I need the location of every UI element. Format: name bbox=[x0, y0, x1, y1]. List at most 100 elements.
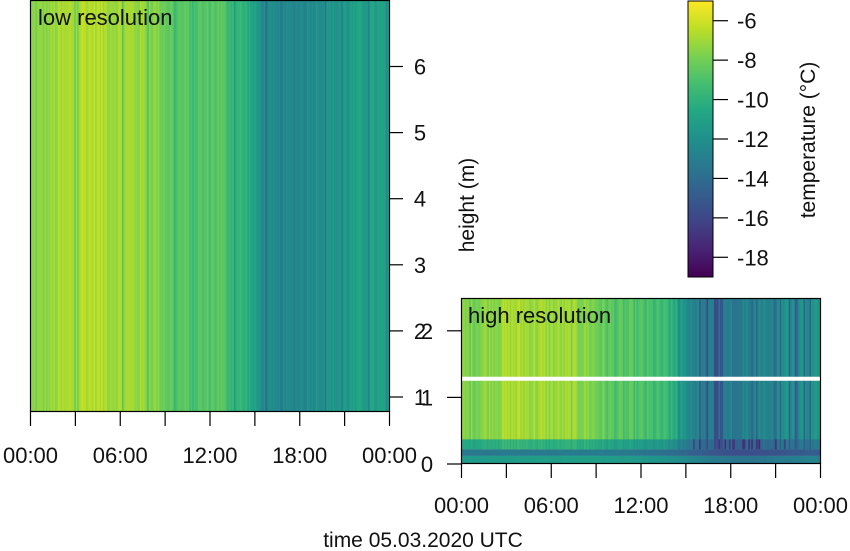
heatmap-cell bbox=[766, 299, 769, 450]
heatmap-cell bbox=[578, 439, 581, 450]
x-tick-label: 18:00 bbox=[703, 493, 758, 518]
heatmap-cell bbox=[587, 439, 590, 450]
heatmap-cell bbox=[618, 299, 621, 450]
heatmap-cell bbox=[339, 1, 342, 411]
high-resolution-heatmap bbox=[462, 299, 821, 463]
heatmap-cell bbox=[760, 455, 763, 463]
heatmap-cell bbox=[497, 439, 500, 450]
heatmap-cell bbox=[281, 1, 284, 411]
heatmap-cell bbox=[708, 449, 711, 456]
heatmap-cell bbox=[548, 449, 551, 456]
heatmap-cell bbox=[612, 299, 615, 450]
heatmap-cell bbox=[748, 439, 751, 450]
heatmap-cell bbox=[742, 439, 745, 450]
heatmap-cell bbox=[815, 299, 818, 450]
heatmap-cell bbox=[584, 439, 587, 450]
heatmap-cell bbox=[708, 455, 711, 463]
heatmap-cell bbox=[803, 299, 806, 450]
heatmap-cell bbox=[469, 299, 472, 450]
heatmap-cell bbox=[354, 1, 357, 411]
heatmap-cell bbox=[639, 299, 642, 450]
heatmap-cell bbox=[721, 449, 724, 456]
heatmap-cell bbox=[694, 439, 697, 450]
heatmap-cell bbox=[799, 449, 802, 456]
heatmap-cell bbox=[126, 1, 129, 411]
heatmap-cell bbox=[512, 449, 515, 456]
heatmap-cell bbox=[594, 455, 597, 463]
heatmap-cell bbox=[545, 299, 548, 450]
heatmap-cell bbox=[635, 449, 637, 456]
heatmap-cell bbox=[178, 1, 181, 411]
heatmap-cell bbox=[77, 1, 80, 411]
heatmap-cell bbox=[790, 455, 793, 463]
heatmap-cell bbox=[491, 299, 494, 450]
heatmap-cell bbox=[624, 439, 627, 450]
heatmap-cell bbox=[790, 449, 793, 456]
heatmap-cell bbox=[717, 455, 719, 463]
heatmap-cell bbox=[703, 439, 706, 450]
heatmap-cell bbox=[734, 449, 737, 456]
heatmap-cell bbox=[569, 439, 572, 450]
colorbar-tick-label: -12 bbox=[737, 127, 769, 152]
heatmap-cell bbox=[485, 449, 488, 456]
heatmap-cell bbox=[802, 455, 804, 463]
heatmap-cell bbox=[33, 1, 36, 411]
heatmap-cell bbox=[366, 1, 369, 411]
heatmap-cell bbox=[593, 299, 596, 450]
heatmap-cell bbox=[242, 1, 245, 411]
heatmap-cell bbox=[233, 1, 236, 411]
heatmap-cell bbox=[512, 455, 515, 463]
heatmap-cell bbox=[514, 455, 517, 463]
heatmap-cell bbox=[746, 455, 749, 463]
heatmap-cell bbox=[646, 299, 649, 450]
heatmap-cell bbox=[730, 299, 733, 450]
heatmap-cell bbox=[462, 439, 464, 450]
heatmap-cell bbox=[472, 449, 475, 456]
heatmap-cell bbox=[600, 449, 603, 456]
heatmap-cell bbox=[717, 449, 719, 456]
heatmap-cell bbox=[330, 1, 333, 411]
heatmap-cell bbox=[782, 455, 785, 463]
heatmap-cell bbox=[675, 299, 678, 450]
heatmap-cell bbox=[808, 449, 810, 456]
heatmap-cell bbox=[578, 455, 581, 463]
heatmap-cell bbox=[766, 455, 769, 463]
heatmap-cell bbox=[754, 449, 757, 456]
heatmap-cell bbox=[797, 455, 800, 463]
heatmap-cell bbox=[721, 299, 724, 450]
heatmap-cell bbox=[782, 439, 785, 450]
heatmap-cell bbox=[472, 455, 475, 463]
low-resolution-panel: low resolution 00:00 06:00 12:00 18:00 00:00… bbox=[3, 0, 426, 468]
heatmap-cell bbox=[603, 455, 606, 463]
heatmap-cell bbox=[633, 299, 636, 450]
heatmap-cell bbox=[68, 1, 71, 411]
heatmap-cell bbox=[138, 1, 141, 411]
heatmap-cell bbox=[678, 299, 681, 450]
heatmap-cell bbox=[812, 439, 815, 450]
heatmap-cell bbox=[584, 299, 587, 450]
heatmap-cell bbox=[35, 1, 38, 411]
heatmap-cell bbox=[521, 449, 524, 456]
heatmap-cell bbox=[517, 449, 520, 456]
heatmap-cell bbox=[645, 299, 648, 450]
heatmap-cell bbox=[384, 1, 387, 411]
heatmap-cell bbox=[96, 1, 99, 411]
heatmap-cell bbox=[648, 455, 651, 463]
heatmap-cell bbox=[817, 449, 819, 456]
heatmap-cell bbox=[775, 439, 778, 450]
heatmap-cell bbox=[669, 449, 672, 456]
heatmap-cell bbox=[632, 449, 634, 456]
heatmap-cell bbox=[600, 455, 603, 463]
heatmap-cell bbox=[614, 449, 617, 456]
heatmap-cell bbox=[318, 1, 321, 411]
heatmap-cell bbox=[329, 1, 332, 411]
heatmap-cell bbox=[205, 1, 208, 411]
heatmap-cell bbox=[596, 449, 599, 456]
heatmap-cell bbox=[485, 455, 488, 463]
heatmap-cell bbox=[629, 455, 631, 463]
heatmap-cell bbox=[581, 455, 584, 463]
heatmap-cell bbox=[296, 1, 299, 411]
heatmap-cell bbox=[721, 455, 724, 463]
heatmap-cell bbox=[473, 449, 476, 456]
heatmap-cell bbox=[180, 1, 183, 411]
